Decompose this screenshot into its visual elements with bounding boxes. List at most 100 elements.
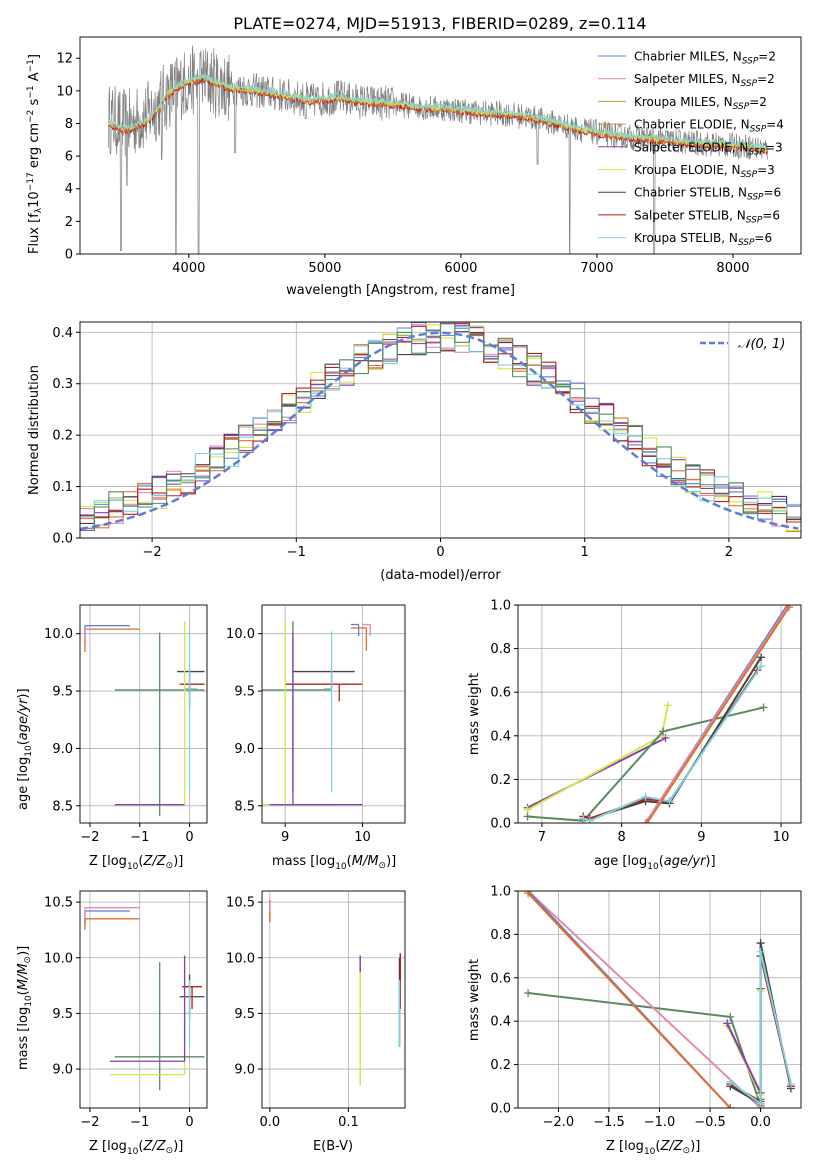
point [350, 623, 360, 636]
y-axis-label: Normed distribution [27, 365, 42, 495]
y-tick-label: 9.0 [234, 1063, 255, 1078]
plot-area [80, 322, 801, 533]
point [109, 955, 186, 1062]
x-axis-label: wavelength [Angstrom, rest frame] [286, 283, 515, 298]
axes-frame [261, 890, 406, 1109]
y-tick-label: 8.5 [52, 799, 73, 814]
x-tick-label: 1 [581, 545, 589, 560]
point [84, 918, 140, 930]
chart-weight_vs_age: 7 8 9 10 0.0 0.2 0.4 0.6 0.8 1.0 age [log10(age/yr… [467, 599, 802, 872]
y-tick-label: 0.0 [52, 532, 73, 547]
y-tick-label: 9.0 [52, 1063, 73, 1078]
y-tick-label: 10 [56, 84, 73, 99]
x-tick-label: 10 [773, 830, 790, 845]
point [262, 621, 332, 806]
series-marker [524, 988, 533, 997]
x-tick-label: −1.5 [593, 1115, 625, 1130]
x-tick-label: −1.0 [644, 1115, 676, 1130]
series-line [527, 891, 762, 1108]
point [109, 963, 186, 1076]
chart-mass_vs_Z: −2 −1 0 9.0 9.5 10.0 10.5 Z [log10(Z/Z⊙)] mass [… [16, 890, 208, 1157]
series-marker [785, 605, 794, 612]
point [269, 632, 363, 806]
legend: 𝒩(0, 1) [700, 337, 785, 352]
y-tick-label: 2 [65, 215, 73, 230]
y-tick-label: 10.0 [226, 627, 255, 642]
axes-frame [79, 321, 802, 539]
x-tick-label: 2 [725, 545, 733, 560]
point [323, 631, 333, 793]
plot-area [523, 605, 794, 823]
plot-area [84, 907, 205, 1091]
spectrum-data-line [108, 45, 769, 254]
x-axis-label: age [log10(age/yr)] [594, 854, 716, 872]
x-tick-label: 10 [354, 830, 371, 845]
x-tick-label: 9 [281, 830, 289, 845]
y-tick-label: 12 [56, 52, 73, 67]
series-line [644, 605, 790, 823]
series-marker [641, 819, 650, 823]
point [84, 907, 140, 925]
plot-area [84, 621, 205, 817]
histogram-step [80, 323, 801, 529]
model-line [108, 74, 769, 151]
x-tick-label: −2 [80, 1115, 99, 1130]
series-line [527, 892, 732, 1108]
y-tick-label: 4 [65, 182, 73, 197]
legend-label: Chabrier MILES, NSSP=2 [634, 50, 776, 67]
chart-age_vs_mass: 9 10 8.5 9.0 9.5 10.0 mass [log10(M/M⊙)] [226, 604, 406, 872]
point [114, 962, 205, 1091]
y-tick-label: 0.2 [52, 429, 73, 444]
point [285, 683, 363, 702]
x-tick-label: −0.5 [694, 1115, 726, 1130]
y-tick-label: 0.6 [490, 971, 511, 986]
x-tick-label: −1 [287, 545, 306, 560]
series-marker [757, 653, 766, 662]
series-line [646, 606, 790, 823]
x-tick-label: 8000 [716, 261, 749, 276]
point [184, 631, 198, 793]
model-line [108, 74, 769, 154]
x-tick-label: 0 [185, 1115, 193, 1130]
x-tick-label: 0.0 [750, 1115, 771, 1130]
plot-area [269, 899, 402, 1086]
y-tick-label: 0.4 [490, 1015, 511, 1030]
series-marker [759, 703, 768, 712]
series-marker [756, 1099, 765, 1108]
y-axis-label: mass weight [467, 959, 482, 1041]
legend-label: Chabrier STELIB, NSSP=6 [634, 186, 781, 203]
y-tick-label: 1.0 [490, 885, 511, 900]
series-marker [579, 814, 588, 823]
model-line [108, 77, 769, 156]
legend-label: 𝒩(0, 1) [738, 337, 785, 352]
x-tick-label: −1 [130, 1115, 149, 1130]
y-tick-label: 10.0 [44, 627, 73, 642]
series-marker [757, 662, 766, 671]
legend-label: Chabrier ELODIE, NSSP=4 [634, 118, 784, 135]
series-line [527, 705, 669, 811]
axes-frame [517, 604, 802, 824]
series-marker [756, 939, 765, 948]
point [292, 670, 355, 689]
x-tick-label: 5000 [308, 261, 341, 276]
plots: 4000 5000 6000 7000 8000024681012wavelength … [16, 36, 802, 1157]
series-line [726, 990, 762, 1096]
y-tick-label: 9.5 [234, 685, 255, 700]
point [362, 623, 371, 636]
axes-frame [517, 890, 802, 1109]
axes-frame [261, 604, 406, 824]
x-axis-label: Z [log10(Z/Z⊙)] [89, 854, 183, 872]
legend-label: Salpeter STELIB, NSSP=6 [634, 208, 780, 225]
axes-frame [79, 36, 802, 255]
y-tick-label: 9.0 [52, 742, 73, 757]
x-axis-label: Z [log10(Z/Z⊙)] [606, 1139, 700, 1157]
x-tick-label: 8 [617, 830, 625, 845]
x-tick-label: 0.1 [338, 1115, 359, 1130]
axes-frame [79, 604, 208, 824]
series-marker [524, 891, 533, 898]
x-tick-label: 6000 [444, 261, 477, 276]
chart-residuals: −2 −1 0 1 2 0.0 0.1 0.2 0.3 0.4 (data-model)/error… [27, 321, 802, 583]
figure-title: PLATE=0274, MJD=51913, FIBERID=0289, z=0… [233, 14, 646, 33]
x-tick-label: −1 [130, 830, 149, 845]
axes-frame [79, 890, 208, 1109]
